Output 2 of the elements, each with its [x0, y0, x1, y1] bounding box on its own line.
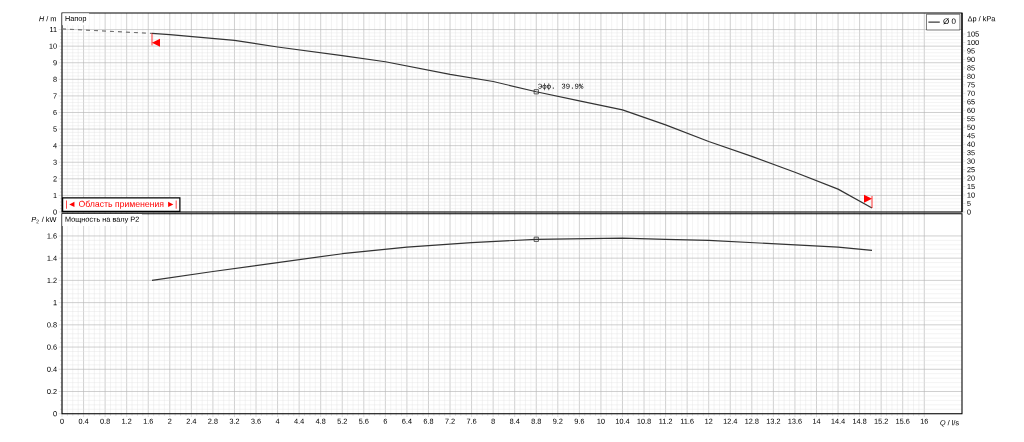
legend-label: Ø 0	[943, 18, 956, 25]
annotation: |◄ Область применения ►|	[66, 200, 177, 209]
